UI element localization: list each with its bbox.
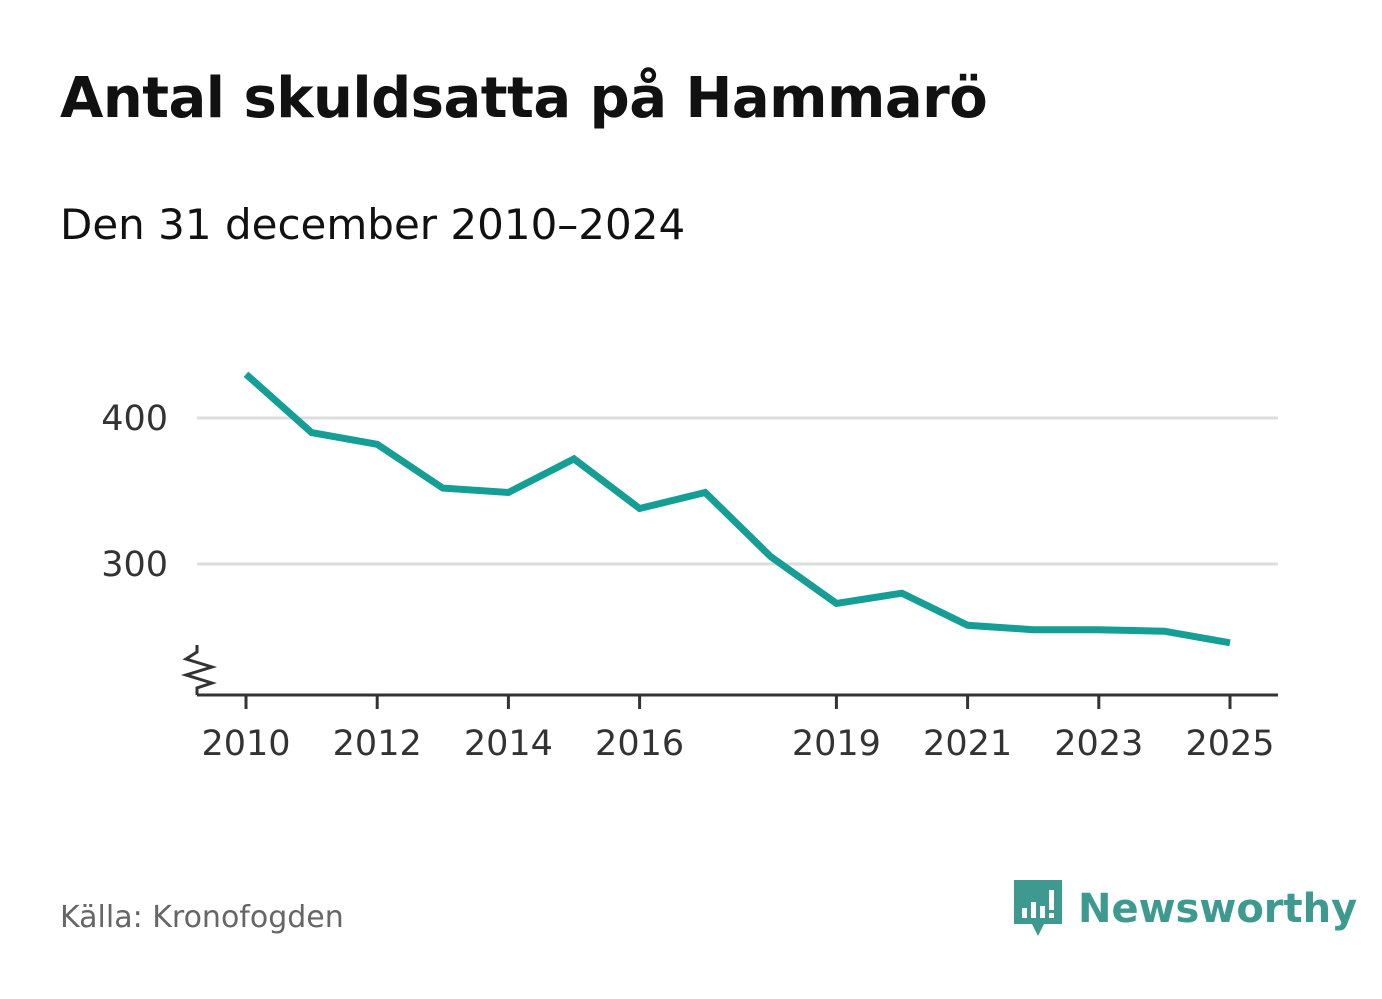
axes [180, 645, 1278, 709]
gridlines [197, 416, 1278, 566]
x-tick-label: 2019 [792, 724, 881, 764]
tick-labels: 300 400 2010 2012 2014 2016 2019 2021 2023 2025 [101, 399, 1274, 764]
y-tick-label: 400 [101, 399, 168, 439]
brand-name: Newsworthy [1078, 886, 1358, 932]
newsworthy-logo-icon [1014, 880, 1062, 936]
x-tick-label: 2023 [1054, 724, 1143, 764]
chart-subtitle: Den 31 december 2010–2024 [60, 200, 686, 249]
series [243, 371, 1231, 647]
y-tick-label: 300 [101, 545, 168, 585]
x-tick-label: 2012 [333, 724, 422, 764]
brand-logo: Newsworthy [1010, 878, 1357, 940]
x-tick-label: 2025 [1185, 724, 1274, 764]
x-tick-label: 2014 [464, 724, 553, 764]
series-line-0 [243, 371, 1231, 647]
chart-title: Antal skuldsatta på Hammarö [60, 66, 988, 131]
x-tick-label: 2021 [923, 724, 1012, 764]
source-note: Källa: Kronofogden [60, 900, 344, 935]
x-tick-label: 2016 [595, 724, 684, 764]
y-axis-break [180, 645, 218, 695]
x-tick-label: 2010 [201, 724, 290, 764]
